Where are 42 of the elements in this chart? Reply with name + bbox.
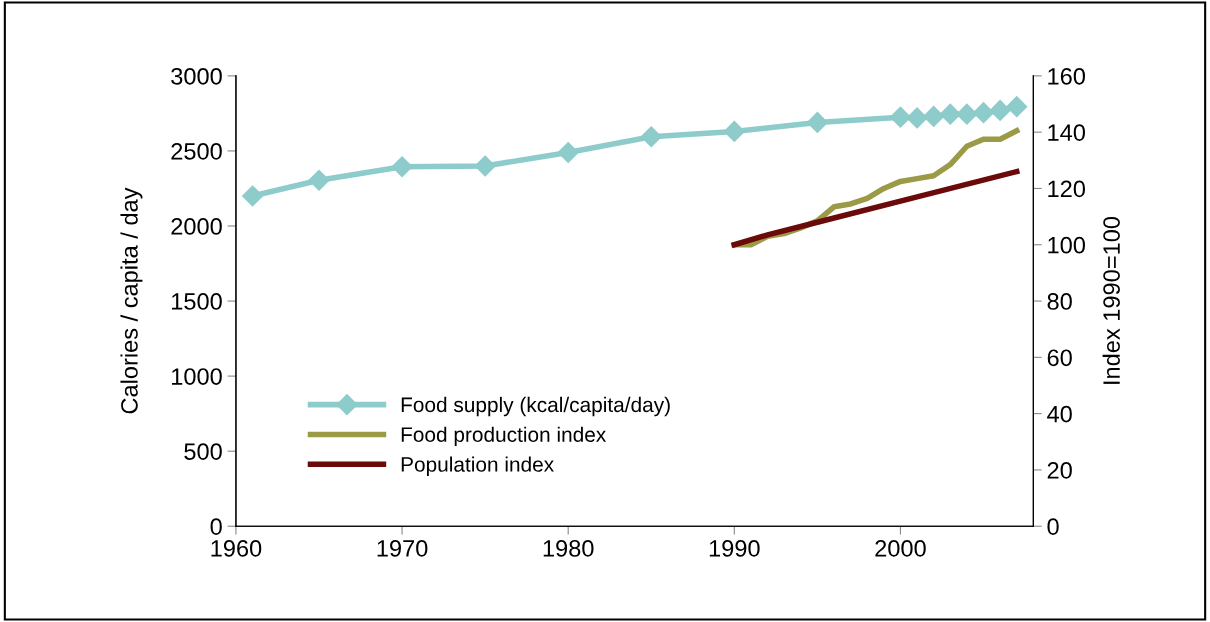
x-tick-label: 1980 [543,540,594,557]
point [889,106,911,128]
y-tick-label: 3000 [171,67,222,85]
point [308,169,330,191]
point [557,141,579,163]
point [956,103,978,125]
y2-tick-label: 100 [1048,236,1085,254]
point [474,155,496,177]
x-tick-label: 1990 [709,540,760,557]
y2-tick-label: 60 [1047,349,1072,367]
y-tick-label: 2500 [171,143,222,160]
point [939,103,961,125]
point [1006,96,1028,118]
y-tick-label: 0 [210,518,222,535]
point [906,107,928,129]
point [640,126,662,148]
y-axis-title: Calories / capita / day [120,187,143,414]
y2-axis-title: Index 1990=100 [1102,216,1120,384]
y2-tick-label: 20 [1047,461,1072,479]
y2-tick-label: 160 [1048,67,1085,85]
y2-tick-label: 0 [1047,518,1059,535]
y-tick-label: 2000 [171,218,222,235]
y2-tick-label: 40 [1047,405,1072,423]
point [923,105,945,127]
legend-label: Food production index [401,426,607,447]
y-tick-label: 500 [184,443,222,460]
legend-label: Population index [401,456,554,476]
point [391,156,413,178]
point [972,102,995,124]
y-tick-label: 1000 [172,368,222,385]
point [723,120,745,142]
y2-tick-label: 80 [1047,293,1072,310]
x-tick-label: 1960 [211,540,262,557]
y2-tick-label: 140 [1048,124,1085,141]
point [242,185,264,207]
point [806,111,828,133]
point [989,99,1011,121]
legend-label: Food supply (kcal/capita/day) [401,396,670,417]
x-tick-label: 2000 [875,540,926,557]
x-tick-label: 1970 [377,540,428,557]
y-tick-label: 1500 [172,293,222,310]
y2-tick-label: 120 [1048,180,1085,198]
